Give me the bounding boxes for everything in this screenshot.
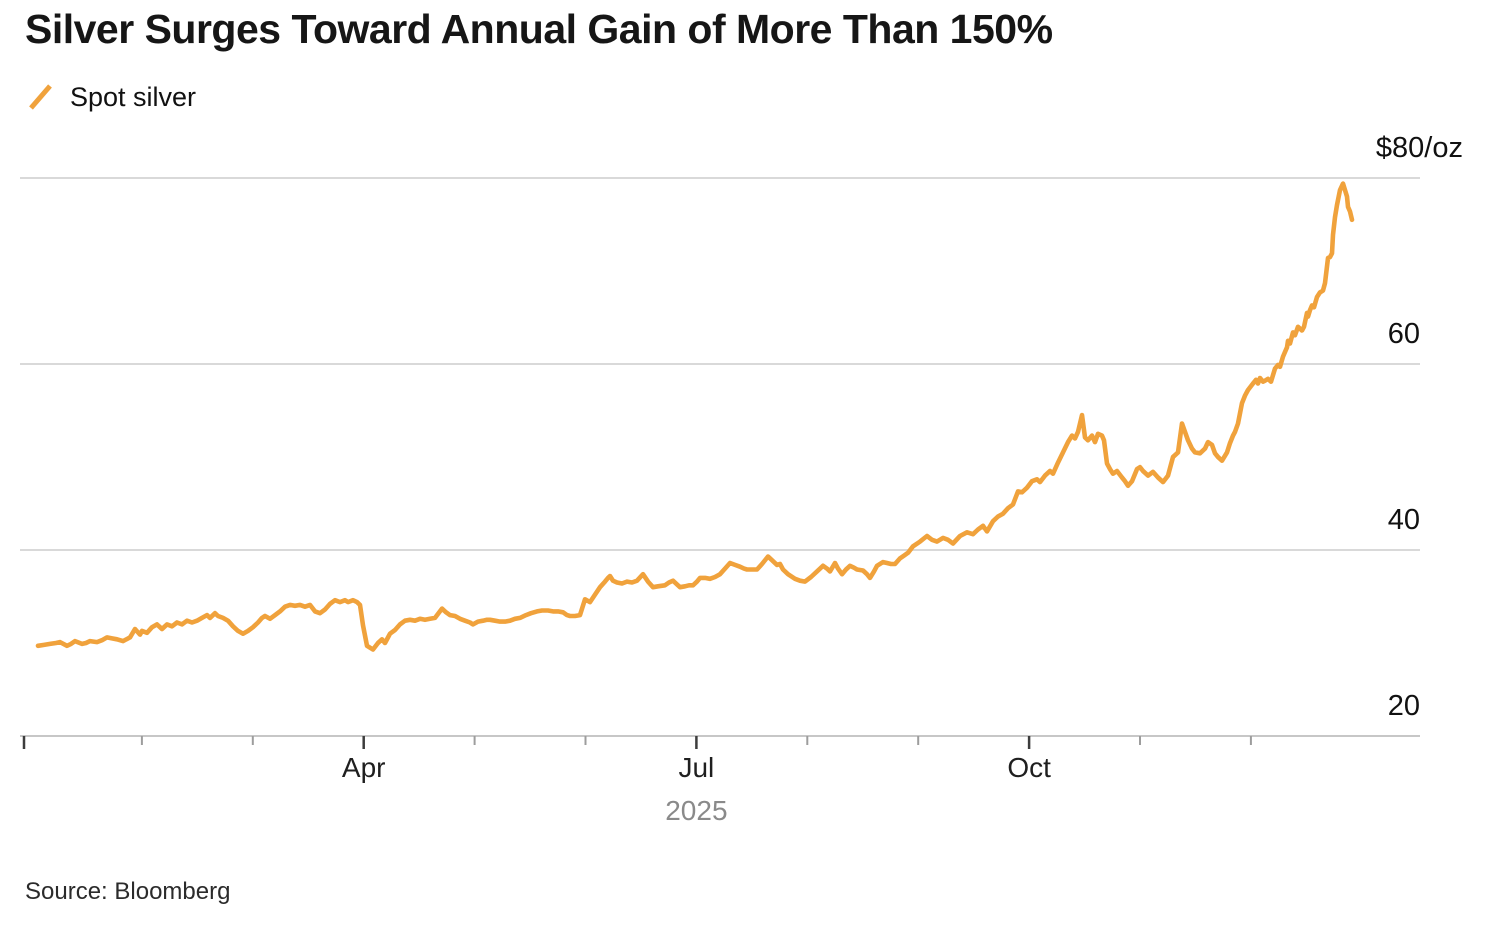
- legend-series-label: Spot silver: [70, 81, 197, 112]
- x-axis-label-oct: Oct: [1007, 752, 1051, 783]
- y-axis-label: 20: [1387, 690, 1420, 722]
- legend-line-icon: [29, 84, 52, 110]
- x-axis-label-jul: Jul: [678, 752, 715, 783]
- chart-title: Silver Surges Toward Annual Gain of More…: [25, 6, 1053, 52]
- y-axis-label: 40: [1387, 504, 1420, 536]
- x-axis-label-apr: Apr: [341, 752, 386, 783]
- y-axis-label: $80/oz: [1375, 132, 1463, 164]
- spot-silver-line: [35, 181, 1355, 652]
- legend: Spot silver: [28, 80, 196, 114]
- y-axis-label: 60: [1387, 318, 1420, 350]
- x-axis-year-label: 2025: [665, 795, 728, 826]
- source-note: Source: Bloomberg: [25, 878, 231, 905]
